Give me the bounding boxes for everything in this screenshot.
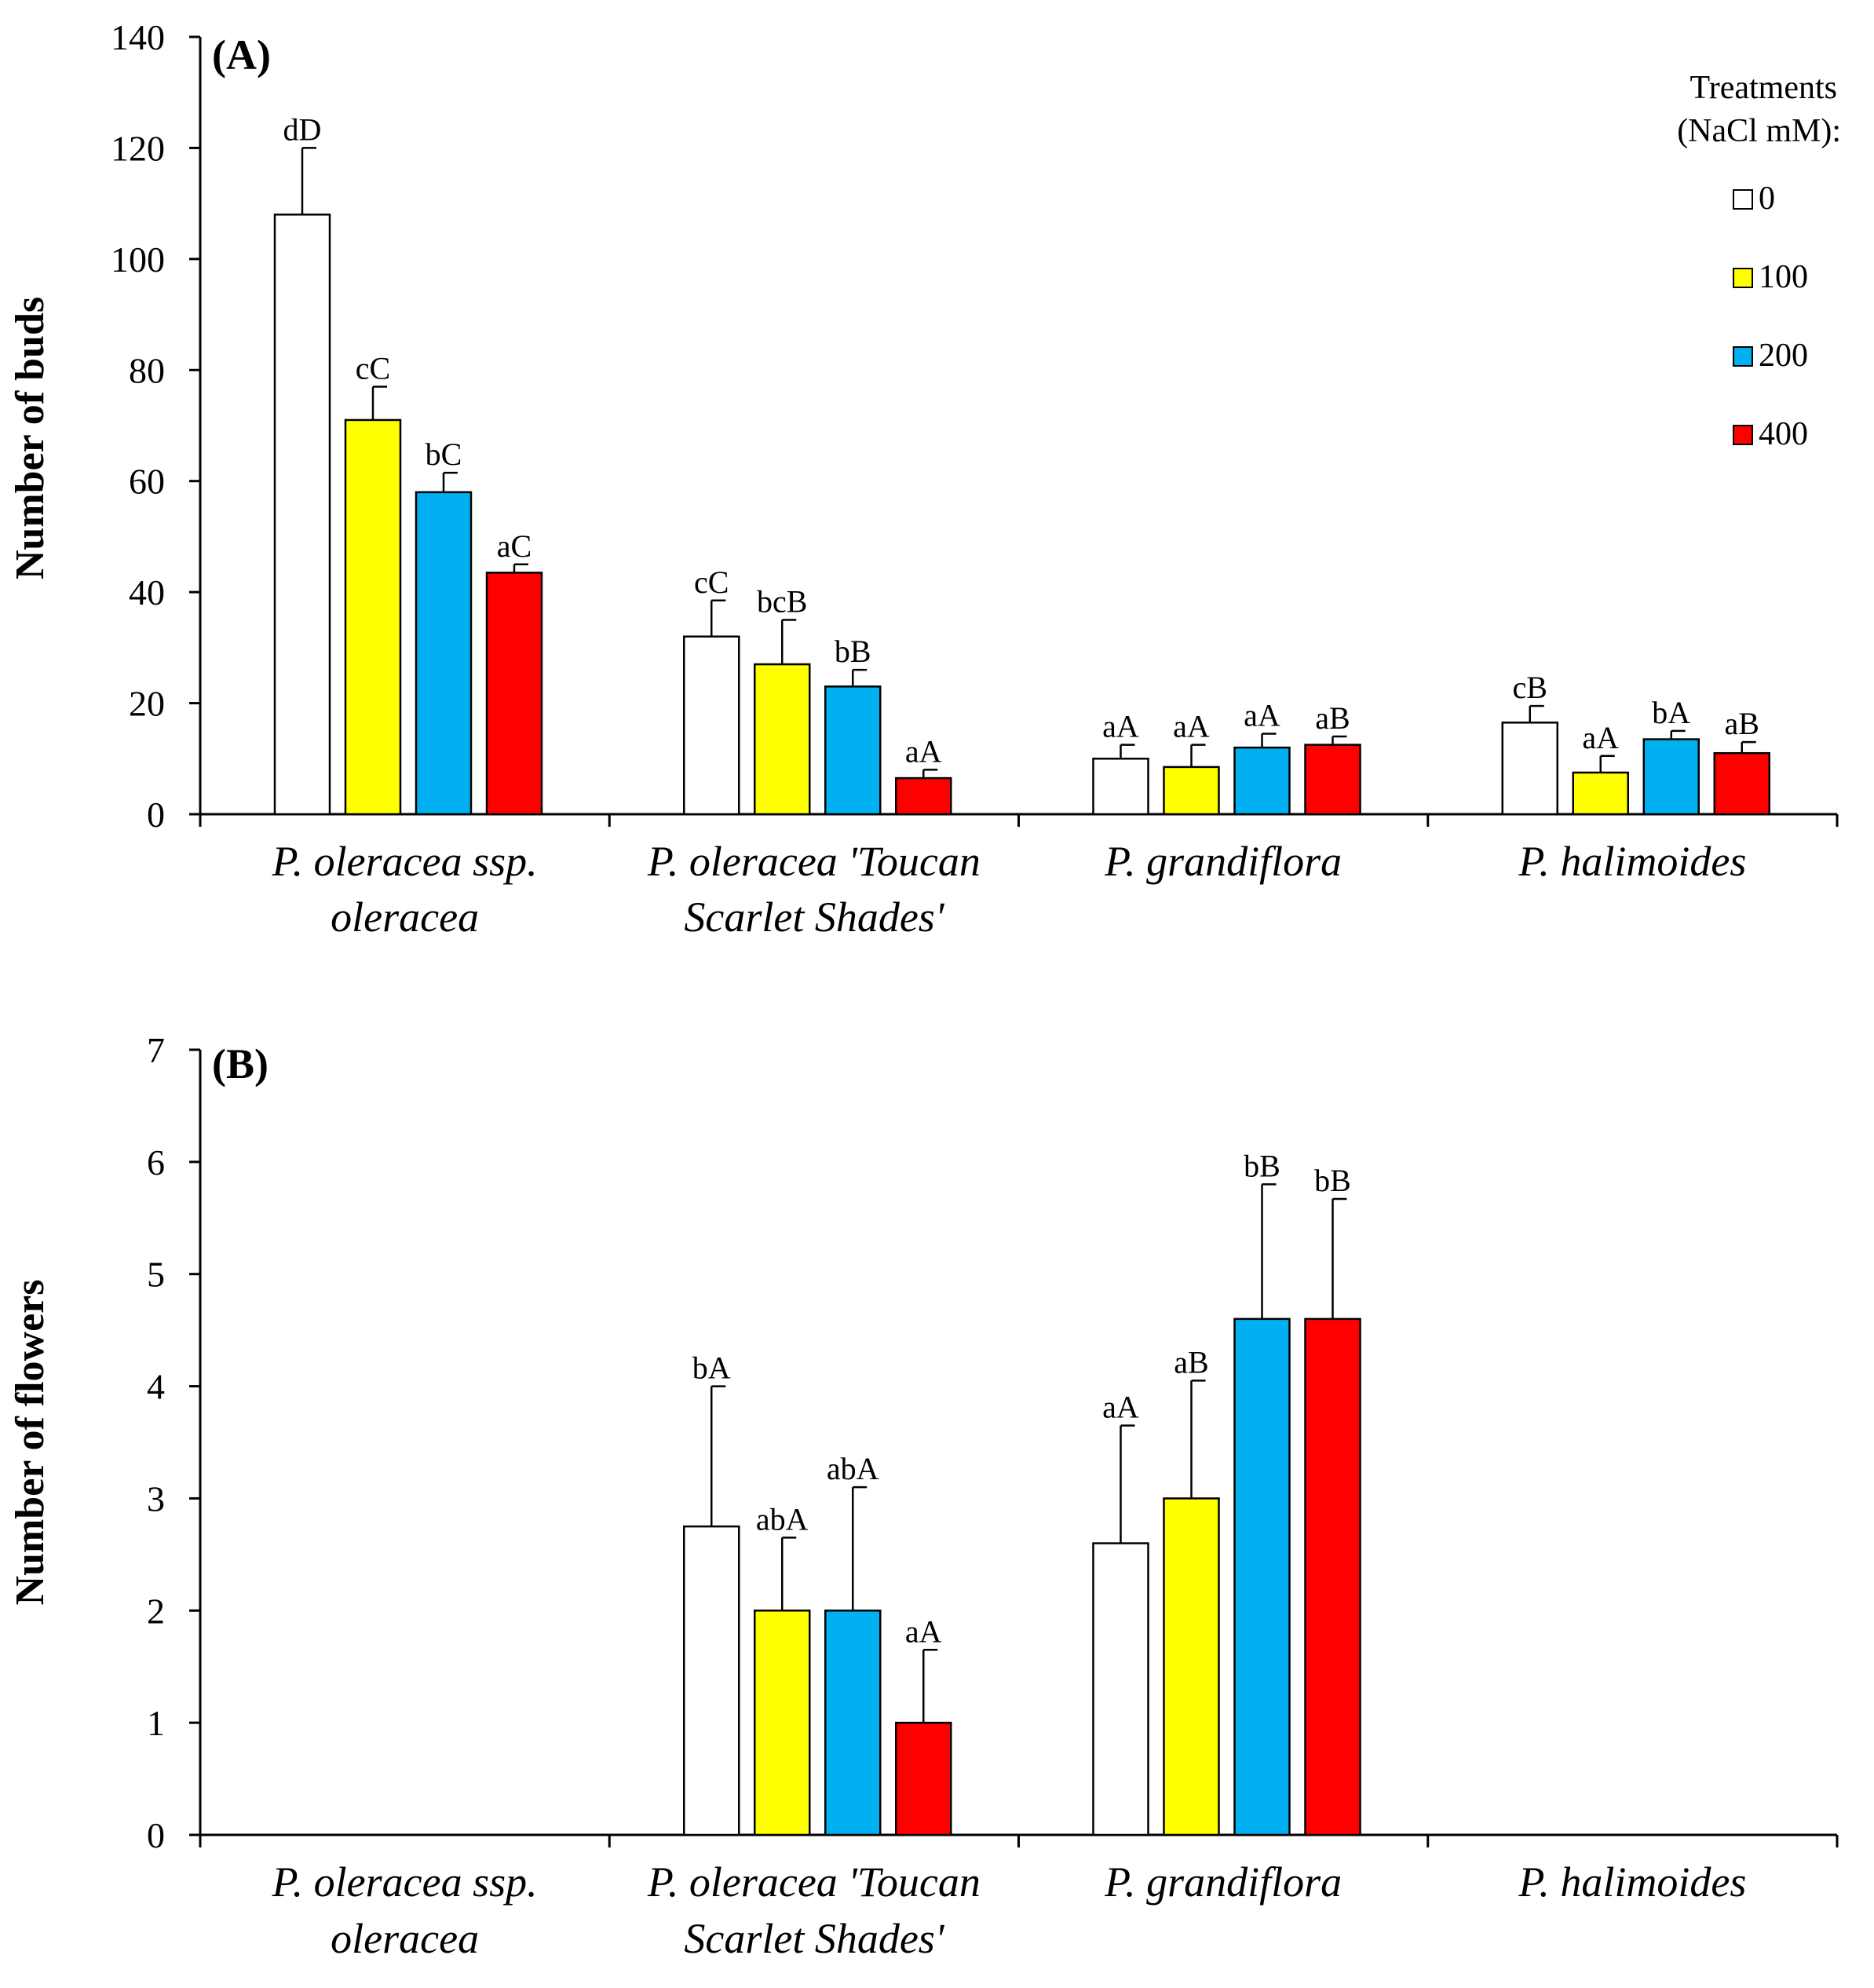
category-label: P. oleracea ssp. [272,1858,538,1906]
y-tick-label: 3 [147,1478,165,1518]
bar [344,418,402,816]
bar [1092,758,1149,816]
category-label: oleracea [331,894,479,941]
panel-label: (B) [212,1040,268,1087]
bar [1092,1542,1149,1836]
bar [1233,1317,1291,1836]
y-axis-title: Number of buds [8,297,53,579]
category-label: Scarlet Shades' [684,894,944,941]
significance-label: abA [827,1451,879,1486]
bar [895,777,952,816]
y-axis-title: Number of flowers [8,1280,53,1606]
bar [485,572,543,816]
significance-label: aB [1725,706,1759,741]
significance-label: cC [356,351,390,386]
y-tick-label: 20 [129,684,165,724]
bar [1233,746,1291,816]
significance-label: bcB [757,584,807,619]
significance-label: abA [756,1501,809,1537]
significance-label: cC [694,565,729,600]
bar [754,1610,811,1836]
legend-swatch [1733,346,1753,367]
category-label: P. halimoides [1518,1858,1746,1906]
significance-label: dD [283,111,322,147]
category-label: P. grandiflora [1104,838,1342,885]
significance-label: bA [692,1350,731,1386]
bar [1163,766,1220,816]
bar [1501,722,1558,816]
y-tick-label: 40 [129,572,165,612]
y-tick-label: 0 [147,1815,165,1855]
y-tick-label: 2 [147,1591,165,1631]
significance-label: aA [1244,697,1280,733]
y-tick-label: 7 [147,1030,165,1070]
significance-label: bB [1244,1148,1280,1183]
legend-entry-label: 0 [1759,181,1775,217]
bar [824,685,882,816]
significance-label: aB [1174,1344,1208,1380]
panel-a-buds-chart: 0 20 40 60 80 100 120 140 Number of buds (A) P. ol… [8,17,1839,941]
legend: Treatments (NaCl mM): 0 100 200 400 [1677,70,1841,452]
bar [1572,771,1629,816]
bar [824,1610,882,1836]
bar [754,663,811,816]
bar [273,214,331,816]
y-tick-label: 6 [147,1142,165,1182]
category-label: P. oleracea 'Toucan [647,1858,981,1906]
y-tick-label: 120 [111,128,165,168]
significance-label: bA [1652,695,1690,730]
y-tick-label: 100 [111,239,165,280]
y-tick-label: 1 [147,1703,165,1743]
category-label: P. oleracea ssp. [272,838,538,885]
bar [415,491,473,816]
bar [895,1721,952,1836]
y-tick-label: 80 [129,350,165,390]
y-tick-label: 4 [147,1367,165,1407]
legend-subtitle: (NaCl mM): [1677,113,1841,149]
significance-label: aA [1582,720,1619,755]
significance-label: cB [1513,670,1547,705]
significance-label: bB [835,634,871,669]
category-label: P. grandiflora [1104,1858,1342,1906]
y-tick-label: 5 [147,1255,165,1295]
legend-entry-label: 400 [1759,416,1808,452]
category-label: Scarlet Shades' [684,1915,944,1962]
category-label: P. halimoides [1518,838,1746,885]
legend-entry-label: 100 [1759,259,1808,295]
bar [1304,744,1361,816]
significance-label: aA [905,733,942,769]
y-tick-label: 0 [147,795,165,835]
bar [1163,1497,1220,1836]
bar [1713,751,1770,816]
bar [1642,738,1700,816]
bar [683,1525,740,1836]
bar [1304,1317,1361,1836]
legend-swatch [1733,425,1753,445]
legend-swatch [1733,268,1753,288]
significance-label: aB [1315,700,1350,736]
significance-label: bB [1314,1163,1351,1198]
legend-title: Treatments [1690,70,1837,106]
bar [683,635,740,816]
significance-label: aA [1102,1390,1139,1425]
significance-label: aC [497,528,532,564]
panel-b-flowers-chart: 0 1 2 3 4 5 6 7 Number of flowers (B) P. oleracea … [8,1030,1839,1962]
category-label: oleracea [331,1915,479,1962]
significance-label: aA [905,1613,942,1649]
y-tick-label: 60 [129,462,165,502]
panel-label: (A) [212,31,271,79]
legend-entry-label: 200 [1759,338,1808,374]
category-label: P. oleracea 'Toucan [647,838,981,885]
significance-label: aA [1173,709,1210,744]
legend-swatch [1733,189,1753,210]
significance-label: bC [426,437,462,472]
y-tick-label: 140 [111,17,165,57]
significance-label: aA [1102,709,1139,744]
